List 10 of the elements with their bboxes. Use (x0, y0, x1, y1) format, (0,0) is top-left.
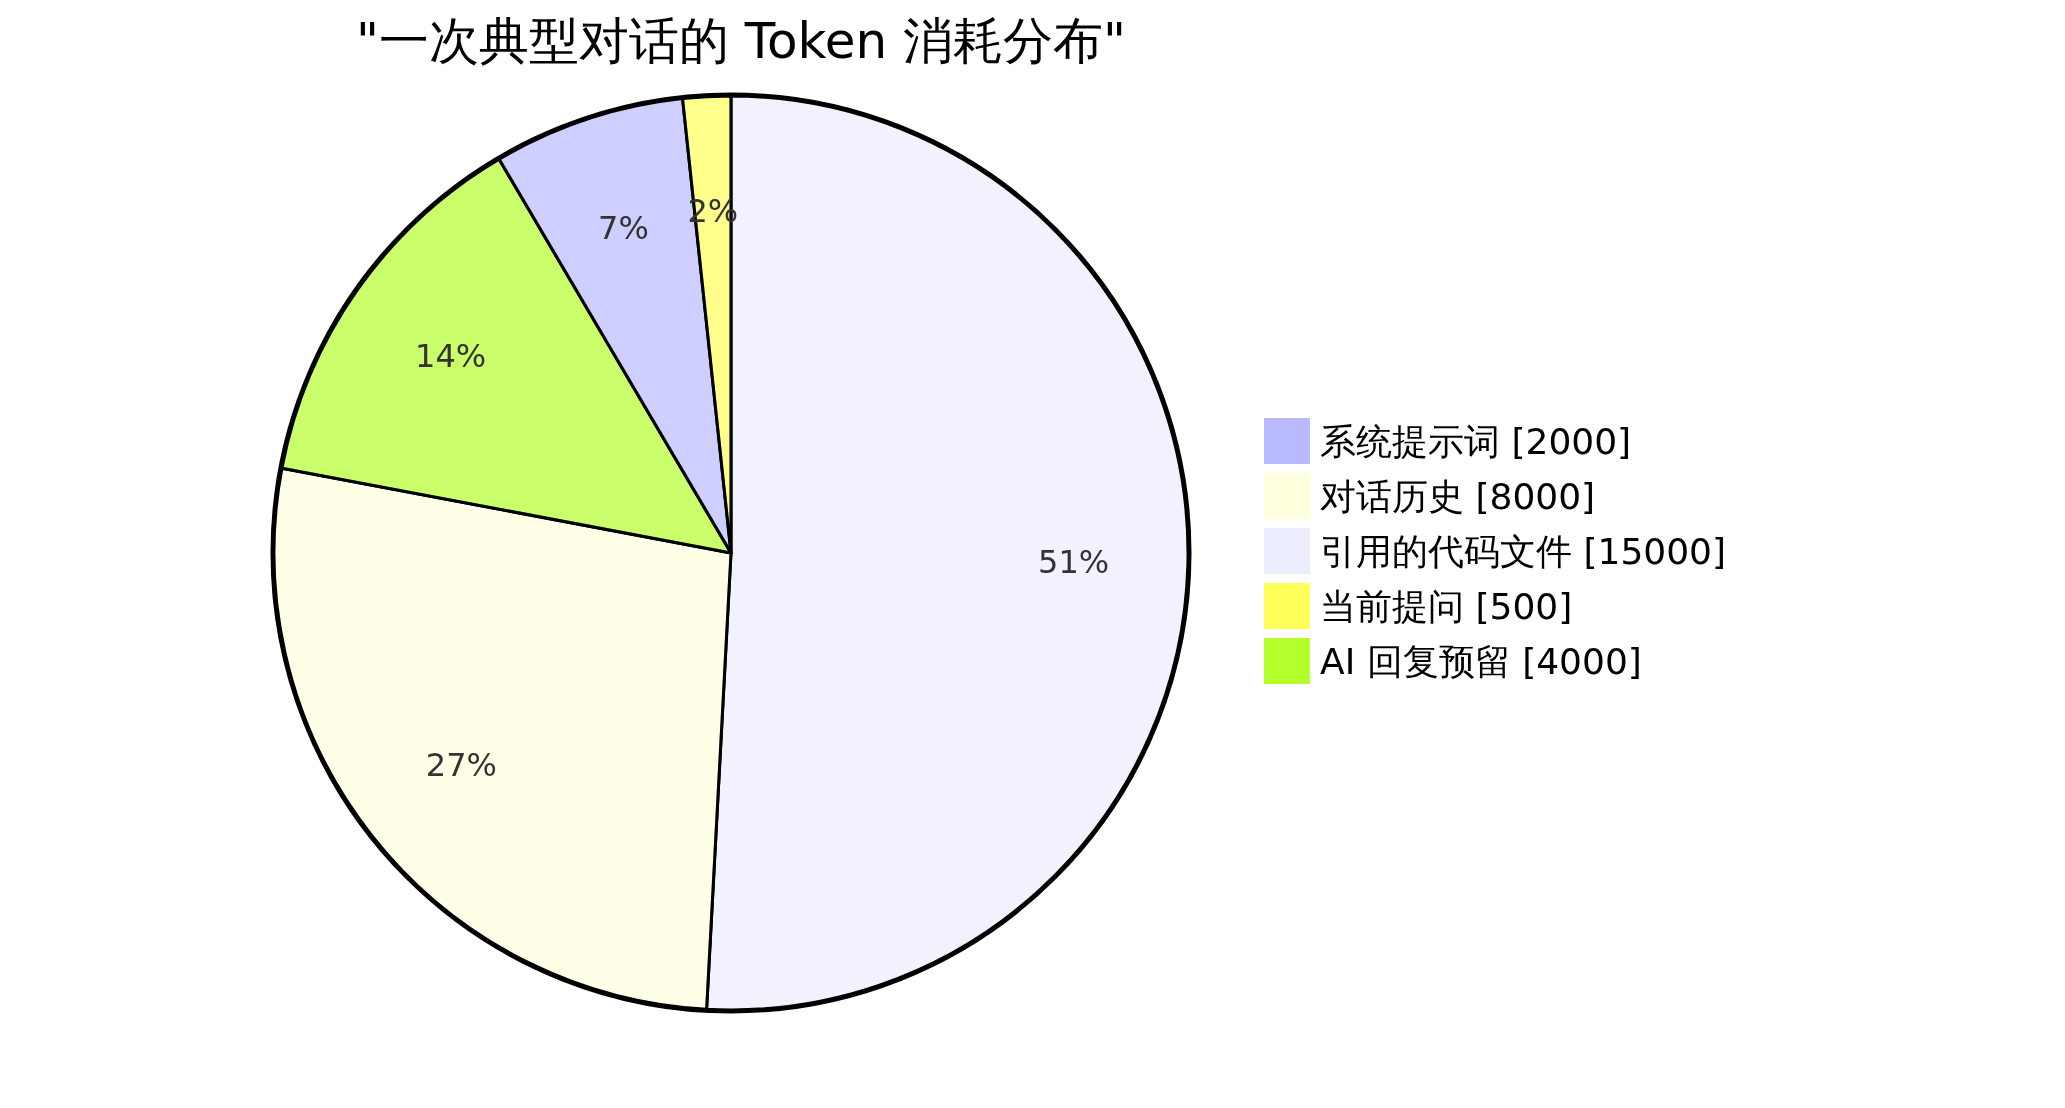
data-label: 7% (598, 208, 649, 247)
chart-title: "一次典型对话的 Token 消耗分布" (355, 12, 1127, 70)
data-label: 14% (415, 336, 487, 375)
legend-label: 当前提问 [500] (1320, 586, 1573, 627)
legend-label: AI 回复预留 [4000] (1320, 641, 1642, 682)
legend-label: 系统提示词 [2000] (1320, 421, 1632, 462)
legend-label: 对话历史 [8000] (1320, 476, 1596, 517)
legend-label: 引用的代码文件 [15000] (1320, 531, 1727, 572)
data-label: 27% (425, 745, 497, 784)
data-label: 51% (1038, 543, 1110, 582)
